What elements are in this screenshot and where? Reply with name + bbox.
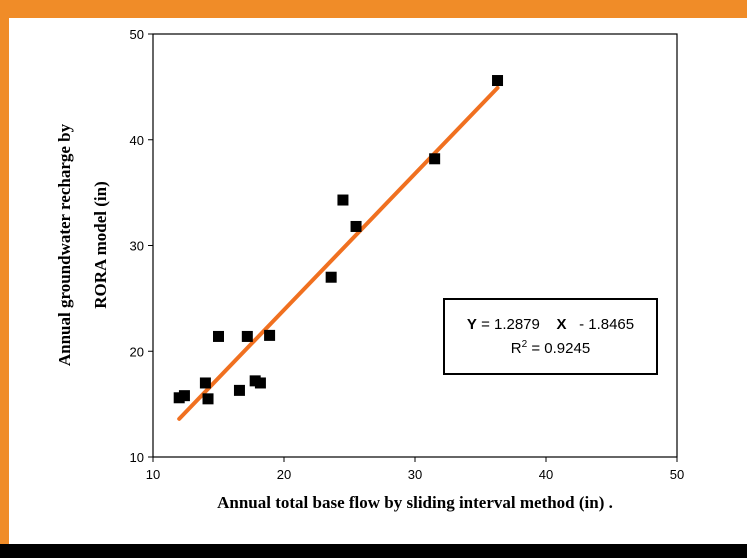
data-point <box>350 220 362 232</box>
equation-line: Y = 1.2879 X - 1.8465 <box>445 316 656 333</box>
y-tick-label: 20 <box>130 344 144 359</box>
r-squared-exponent: 2 <box>521 339 528 350</box>
data-points <box>173 75 504 405</box>
data-point <box>233 384 245 396</box>
data-point <box>241 330 253 342</box>
data-point <box>429 153 441 165</box>
top-border <box>0 0 747 18</box>
data-point <box>178 390 190 402</box>
trendline <box>177 85 500 421</box>
plot-area <box>152 33 678 458</box>
regression-equation-box: Y = 1.2879 X - 1.8465 R2 = 0.9245 <box>443 298 658 375</box>
r-squared-label: R <box>510 340 522 357</box>
equation-x-label: X <box>556 316 567 333</box>
equation-intercept: - 1.8465 <box>579 316 635 333</box>
equation-slope: = 1.2879 <box>481 316 540 333</box>
data-point <box>337 194 349 206</box>
y-tick-label: 10 <box>130 450 144 465</box>
y-tick-label: 50 <box>130 27 144 42</box>
x-tick-label: 20 <box>277 467 291 482</box>
bottom-border <box>0 544 747 558</box>
data-point <box>254 377 266 389</box>
x-tick-label: 10 <box>146 467 160 482</box>
x-tick-label: 30 <box>408 467 422 482</box>
axis-ticks: 10 20 30 40 50 10 20 30 40 50 <box>130 27 685 482</box>
y-tick-label: 40 <box>130 133 144 148</box>
data-point <box>492 75 504 87</box>
y-axis-title-line2: RORA model (in) <box>91 181 110 309</box>
equation-y-label: Y <box>466 316 477 333</box>
data-point <box>264 329 276 341</box>
r-squared-value: = 0.9245 <box>531 340 591 357</box>
x-axis-title: Annual total base flow by sliding interv… <box>217 493 613 512</box>
y-axis-title-line1: Annual groundwater recharge by <box>55 123 74 366</box>
left-border <box>0 0 9 558</box>
data-point <box>202 393 214 405</box>
r-squared-line: R2 = 0.9245 <box>445 339 656 357</box>
x-tick-label: 40 <box>539 467 553 482</box>
data-point <box>213 330 224 342</box>
trendline-group <box>177 85 500 421</box>
y-tick-label: 30 <box>130 239 144 254</box>
x-tick-label: 50 <box>670 467 684 482</box>
data-point <box>199 377 211 389</box>
data-point <box>325 271 337 283</box>
